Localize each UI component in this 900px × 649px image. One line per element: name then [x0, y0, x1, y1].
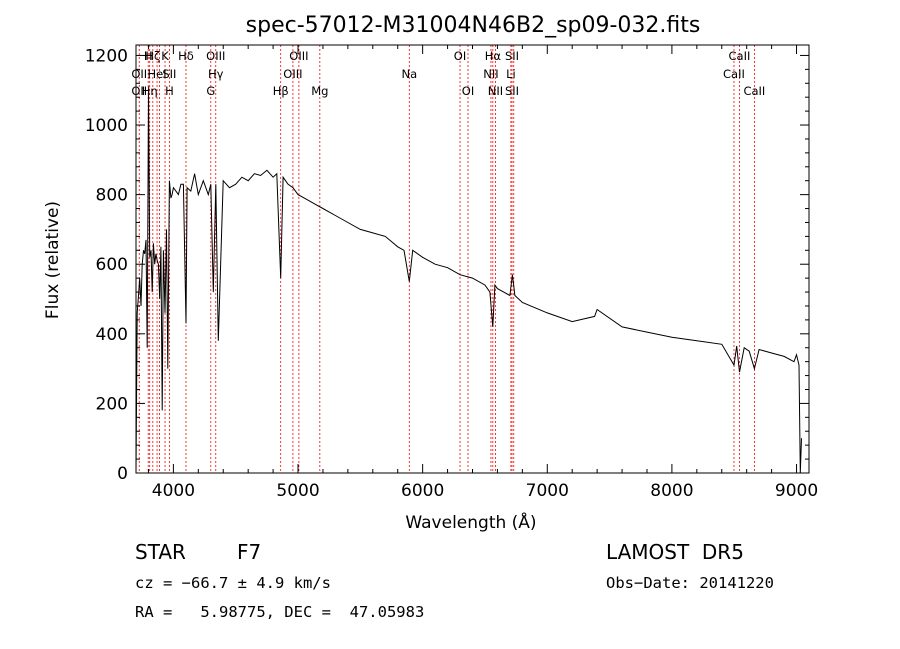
- spectral-line-label: SII: [505, 84, 519, 98]
- spectral-line-label: H: [165, 84, 174, 98]
- spectral-line-label: G: [206, 84, 215, 98]
- spectral-line-label: Hγ: [208, 67, 224, 81]
- spectral-line-label: HeI: [147, 67, 166, 81]
- spectral-line-label: Hβ: [273, 84, 289, 98]
- y-tick-label: 1200: [85, 46, 128, 66]
- spectral-line-label: Hα: [485, 49, 502, 63]
- redshift-value: cz = −66.7 ± 4.9 km/s: [135, 574, 331, 592]
- spectral-line-label: OI: [462, 84, 474, 98]
- coordinates: RA = 5.98775, DEC = 47.05983: [135, 603, 425, 621]
- y-tick-label: 400: [96, 325, 128, 345]
- spectral-line-label: OIII: [206, 49, 225, 63]
- x-tick-label: 7000: [526, 481, 569, 501]
- y-tick-label: 600: [96, 255, 128, 275]
- spectral-line-label: CaII: [743, 84, 765, 98]
- spectral-line-label: OII: [131, 67, 147, 81]
- x-tick-label: 5000: [276, 481, 319, 501]
- spectral-line-label: Hζ: [145, 49, 160, 63]
- y-tick-label: 200: [96, 394, 128, 414]
- spectral-line-label: SII: [162, 67, 176, 81]
- spectral-line-label: OI: [454, 49, 466, 63]
- object-type: STAR: [135, 540, 186, 564]
- x-axis: 4000 5000 6000 7000 8000 9000: [147, 45, 818, 501]
- spectral-line-label: OIII: [283, 67, 302, 81]
- plot-frame: [135, 44, 810, 474]
- survey-name: LAMOST DR5: [606, 540, 744, 564]
- x-tick-label: 6000: [401, 481, 444, 501]
- spectral-line-label: K: [161, 49, 169, 63]
- spectral-line-label: CaII: [729, 49, 751, 63]
- spectral-line-labels: OII OII H Hη Hζ HeI K SII H Hδ G OIII Hγ Hβ OIII OIII Mg…: [131, 49, 765, 98]
- y-tick-label: 1000: [85, 116, 128, 136]
- spectral-line-label: OII: [131, 84, 147, 98]
- observation-date: Obs−Date: 20141220: [606, 574, 774, 592]
- x-tick-label: 8000: [650, 481, 693, 501]
- spectral-line-label: Mg: [311, 84, 328, 98]
- x-tick-label: 9000: [775, 481, 818, 501]
- y-tick-label: 0: [117, 464, 128, 484]
- spectral-line-label: NII: [483, 67, 498, 81]
- spectral-line-label: Hη: [142, 84, 158, 98]
- x-axis-label: Wavelength (Å): [405, 511, 536, 533]
- spectral-line-label: Li: [506, 67, 516, 81]
- spectral-line-label: Hδ: [178, 49, 194, 63]
- y-axis-label: Flux (relative): [43, 201, 63, 319]
- spectral-line-label: H: [144, 49, 153, 63]
- spectral-line-label: Na: [401, 67, 417, 81]
- spectrum-series: [135, 90, 802, 474]
- spectral-line-label: SII: [505, 49, 519, 63]
- spectral-line-label: NII: [488, 84, 503, 98]
- object-subclass: F7: [237, 540, 262, 564]
- y-tick-label: 800: [96, 186, 128, 206]
- spectral-line-label: OIII: [289, 49, 308, 63]
- spectral-line-markers: [138, 45, 755, 473]
- chart-title: spec-57012-M31004N46B2_sp09-032.fits: [246, 13, 701, 38]
- x-tick-label: 4000: [152, 481, 195, 501]
- spectral-line-label: CaII: [723, 67, 745, 81]
- y-axis: 0 200 400 600 800 1000 1200: [85, 46, 809, 484]
